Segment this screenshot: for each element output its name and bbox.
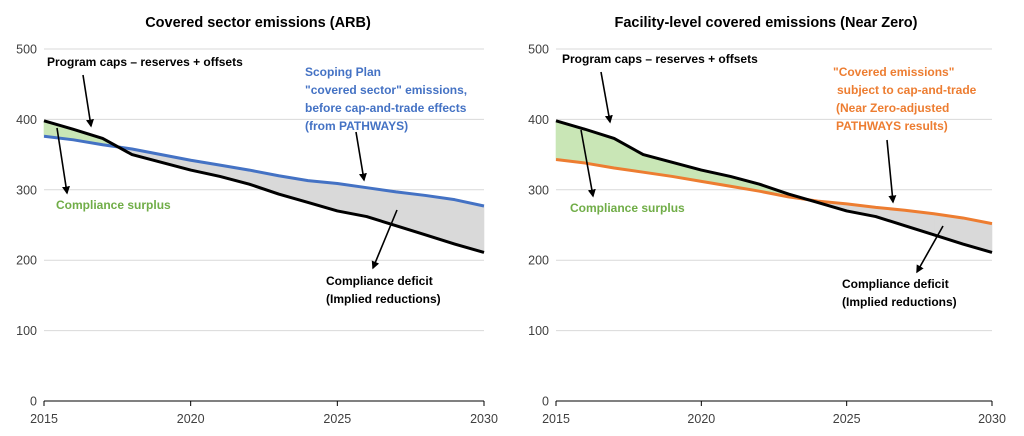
y-tick-label: 100 [16,324,37,338]
annotation-label: subject to cap-and-trade [837,83,977,97]
series-line-program-caps [43,119,485,254]
y-tick-label: 300 [16,183,37,197]
annotation-label: before cap-and-trade effects [305,101,467,115]
annotation-label: Program caps – reserves + offsets [47,55,243,69]
annotation-arrow [56,127,70,195]
y-tick-label: 200 [16,254,37,268]
x-tick-label: 2015 [542,412,570,426]
annotation-arrow [371,209,398,270]
annotation-arrow [355,131,367,182]
y-tick-label: 200 [528,254,549,268]
chart-title: Facility-level covered emissions (Near Z… [614,15,917,31]
annotation-label: (from PATHWAYS) [305,119,408,133]
annotation-label: Compliance surplus [570,201,685,215]
series-line-program-caps [555,119,993,254]
annotation-label: (Implied reductions) [326,292,441,306]
annotation-arrow [580,129,596,198]
annotation-label: "Covered emissions" [833,65,954,79]
chart-title: Covered sector emissions (ARB) [145,15,371,31]
y-tick-label: 0 [542,395,549,409]
y-tick-label: 500 [528,43,549,57]
series-line-emissions [43,134,485,208]
y-tick-label: 300 [528,183,549,197]
annotation-arrow [600,71,613,124]
annotation-label: PATHWAYS results) [836,119,948,133]
annotation-arrow [886,139,897,204]
x-tick-label: 2030 [470,412,498,426]
y-tick-label: 100 [528,324,549,338]
x-tick-label: 2030 [978,412,1006,426]
annotation-arrow [916,225,944,274]
annotation-label: Program caps – reserves + offsets [562,52,758,66]
x-tick-label: 2020 [687,412,715,426]
y-tick-label: 400 [528,113,549,127]
annotation-label: (Implied reductions) [842,295,957,309]
annotation-label: (Near Zero-adjusted [836,101,949,115]
y-tick-label: 500 [16,43,37,57]
annotation-arrow [82,74,94,128]
annotation-label: Compliance deficit [326,274,433,288]
x-tick-label: 2015 [30,412,58,426]
x-tick-label: 2025 [323,412,351,426]
annotation-label: "covered sector" emissions, [305,83,467,97]
x-tick-label: 2020 [177,412,205,426]
annotation-label: Compliance surplus [56,198,171,212]
x-tick-label: 2025 [833,412,861,426]
y-tick-label: 400 [16,113,37,127]
annotation-label: Compliance deficit [842,277,949,291]
y-tick-label: 0 [30,395,37,409]
annotation-label: Scoping Plan [305,65,381,79]
series-line-emissions [555,158,993,226]
chart-panel-1: Covered sector emissions (ARB) 0 100 200 300… [16,15,498,426]
chart-panel-2: Facility-level covered emissions (Near Z… [528,15,1006,426]
